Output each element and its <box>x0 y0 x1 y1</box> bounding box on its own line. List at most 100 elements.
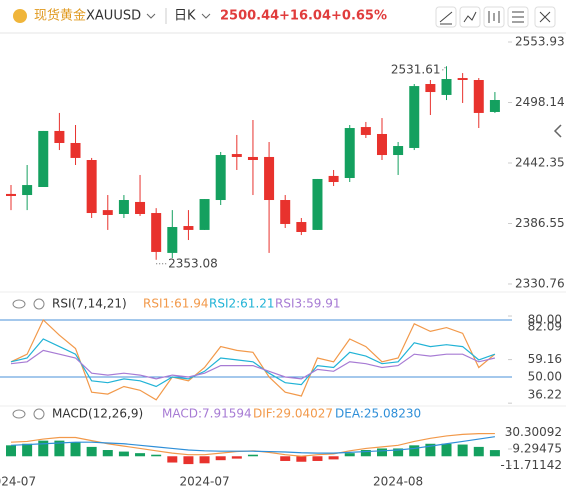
collapse-arrow[interactable] <box>553 124 562 138</box>
candle-body <box>296 222 307 232</box>
candle-body <box>473 79 484 113</box>
macd-bar <box>280 456 291 461</box>
legend-entry: DIF:29.04027 <box>253 407 333 421</box>
reference-label: 50.00 <box>528 369 562 383</box>
candle-body <box>441 79 452 95</box>
macd-bar <box>215 456 226 461</box>
eye-icon[interactable] <box>12 299 26 309</box>
legend-entry: RSI1:61.94 <box>143 297 209 311</box>
gear-icon[interactable] <box>33 408 45 420</box>
price: 2500.44 <box>220 9 279 24</box>
macd-bar <box>360 450 371 457</box>
rsi-title: RSI(7,14,21) <box>52 297 127 311</box>
macd-bar <box>102 450 113 457</box>
indicator-button[interactable] <box>459 6 481 28</box>
y-tick-label: 2442.35 <box>515 155 565 169</box>
y-tick-label: -11.71142 <box>500 458 562 472</box>
icon <box>539 11 551 23</box>
candle-body <box>151 213 162 252</box>
macd-bar <box>441 443 452 457</box>
candle-body <box>54 130 65 143</box>
candle-body <box>6 193 16 197</box>
candle-body <box>376 133 387 156</box>
candle-body <box>86 160 97 214</box>
candle-body <box>247 156 258 161</box>
x-tick-label: 2024-07 <box>179 475 229 489</box>
candle-body <box>215 155 226 201</box>
y-tick-label: 36.22 <box>528 388 562 402</box>
candle-body <box>328 175 339 183</box>
candle-body <box>312 178 323 230</box>
y-tick-label: 30.30092 <box>505 425 562 439</box>
candle-body <box>489 100 500 112</box>
macd-bar <box>376 448 387 457</box>
candle-body <box>183 226 194 230</box>
candle-body <box>199 199 210 230</box>
legend-entry: RSI3:59.91 <box>275 297 341 311</box>
y-tick-label: 2386.55 <box>515 216 565 230</box>
high-annotation: 2531.61 <box>391 63 441 77</box>
macd-bar <box>328 456 339 460</box>
macd-bar <box>247 454 258 457</box>
period[interactable]: 日K <box>174 9 196 24</box>
macd-title: MACD(12,26,9) <box>52 407 143 421</box>
candle-body <box>167 227 178 253</box>
macd-bar <box>54 440 65 457</box>
x-tick-label: 2024-08 <box>373 475 423 489</box>
macd-bar <box>457 444 468 457</box>
candle-body <box>344 128 355 179</box>
tool-buttons <box>435 6 556 28</box>
macd-bar <box>70 442 81 457</box>
candle-body <box>231 154 242 157</box>
macd-bar <box>425 443 436 457</box>
close-button[interactable] <box>534 6 556 28</box>
candle-body <box>280 200 291 224</box>
symbol-name[interactable]: 现货黄金 <box>34 8 86 24</box>
macd-bar <box>409 445 420 457</box>
legend-entry: DEA:25.08230 <box>335 407 421 421</box>
y-tick-label: 9.29475 <box>512 442 562 456</box>
reference-label: 80.00 <box>528 312 562 326</box>
y-tick-label: 2498.14 <box>515 95 565 109</box>
candle-body <box>118 200 129 214</box>
icon <box>488 11 500 23</box>
symbol[interactable]: XAUUSD <box>86 9 141 24</box>
dropdown-arrow[interactable] <box>201 13 211 19</box>
macd-bar <box>489 450 500 457</box>
macd-bar <box>86 446 97 457</box>
series-line <box>10 338 496 388</box>
y-tick-label: 82.09 <box>528 320 562 334</box>
x-tick-label: 2024-07 <box>0 475 36 489</box>
legend-entry: RSI2:61.21 <box>209 297 275 311</box>
series-line <box>10 436 495 454</box>
settings-button[interactable] <box>507 6 529 28</box>
gold-icon <box>13 9 27 23</box>
macd-bar <box>38 440 49 457</box>
candle-body <box>425 84 436 93</box>
low-annotation: 2353.08 <box>168 256 218 270</box>
macd-bar <box>6 445 16 457</box>
candle-body <box>393 146 404 156</box>
series-line <box>10 432 495 457</box>
gear-icon[interactable] <box>33 298 45 310</box>
macd-bar <box>296 456 307 462</box>
eye-icon[interactable] <box>12 409 26 419</box>
macd-bar <box>118 451 129 457</box>
dropdown-arrow[interactable] <box>146 13 156 19</box>
candle-body <box>70 142 81 158</box>
change-pct: +0.65% <box>331 9 387 24</box>
annotation-leader <box>442 65 447 71</box>
compare-button[interactable] <box>483 6 505 28</box>
macd-bar <box>151 454 162 457</box>
draw-button[interactable] <box>435 6 457 28</box>
candle-body <box>409 86 420 148</box>
macd-bar <box>135 453 146 457</box>
series-line <box>10 318 496 401</box>
candle-body <box>360 127 371 135</box>
macd-bar <box>231 456 242 459</box>
rsi-icons <box>12 298 45 420</box>
macd-bar <box>183 456 194 465</box>
candle-body <box>38 130 49 188</box>
